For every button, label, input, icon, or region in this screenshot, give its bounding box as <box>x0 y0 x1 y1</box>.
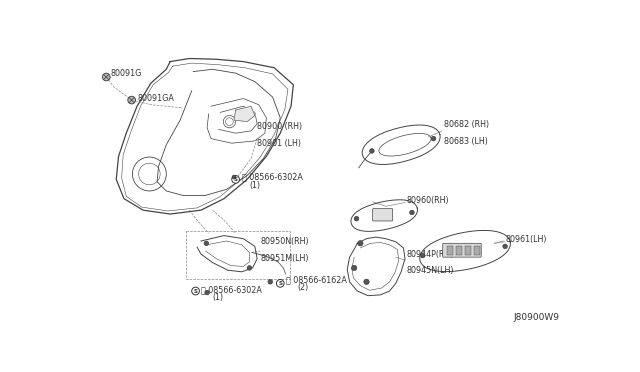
Text: (2): (2) <box>297 283 308 292</box>
Text: 80960(RH): 80960(RH) <box>406 196 449 205</box>
Text: 80091G: 80091G <box>110 70 141 78</box>
Circle shape <box>369 148 374 153</box>
Text: S: S <box>278 281 282 286</box>
Circle shape <box>364 279 369 285</box>
Circle shape <box>503 244 508 249</box>
Text: S: S <box>234 177 237 182</box>
Bar <box>456 246 462 255</box>
Circle shape <box>431 136 436 141</box>
Text: 80901 (LH): 80901 (LH) <box>257 139 301 148</box>
Text: 80091GA: 80091GA <box>137 94 174 103</box>
Circle shape <box>351 265 357 271</box>
Text: 80683 (LH): 80683 (LH) <box>444 137 488 146</box>
Text: 80682 (RH): 80682 (RH) <box>444 120 488 129</box>
FancyBboxPatch shape <box>443 243 481 257</box>
Circle shape <box>232 176 239 183</box>
Circle shape <box>247 266 252 270</box>
Bar <box>447 246 452 255</box>
Circle shape <box>268 279 273 284</box>
Text: J80900W9: J80900W9 <box>513 313 559 322</box>
Circle shape <box>358 241 363 246</box>
Text: 80961(LH): 80961(LH) <box>505 235 547 244</box>
Text: 80944P(RH): 80944P(RH) <box>406 250 454 259</box>
Circle shape <box>102 73 110 81</box>
Circle shape <box>276 279 284 287</box>
Text: (1): (1) <box>212 294 223 302</box>
Circle shape <box>410 210 414 215</box>
Text: Ⓢ 08566-6302A: Ⓢ 08566-6302A <box>242 173 303 182</box>
Circle shape <box>128 96 136 104</box>
Circle shape <box>192 287 200 295</box>
Polygon shape <box>234 106 255 122</box>
Bar <box>474 246 481 255</box>
Circle shape <box>354 217 359 221</box>
Circle shape <box>420 253 425 258</box>
Text: S: S <box>193 289 198 294</box>
FancyBboxPatch shape <box>372 209 393 221</box>
Text: 80900 (RH): 80900 (RH) <box>257 122 302 131</box>
Circle shape <box>205 290 209 295</box>
Text: 80945N(LH): 80945N(LH) <box>406 266 454 275</box>
Text: 80951M(LH): 80951M(LH) <box>260 254 308 263</box>
Text: Ⓢ 08566-6162A: Ⓢ 08566-6162A <box>285 275 346 284</box>
Text: (1): (1) <box>250 181 260 190</box>
Text: 80950N(RH): 80950N(RH) <box>260 237 309 246</box>
Text: Ⓢ 08566-6302A: Ⓢ 08566-6302A <box>201 285 262 294</box>
Circle shape <box>232 175 236 179</box>
Circle shape <box>204 241 209 246</box>
Bar <box>465 246 471 255</box>
